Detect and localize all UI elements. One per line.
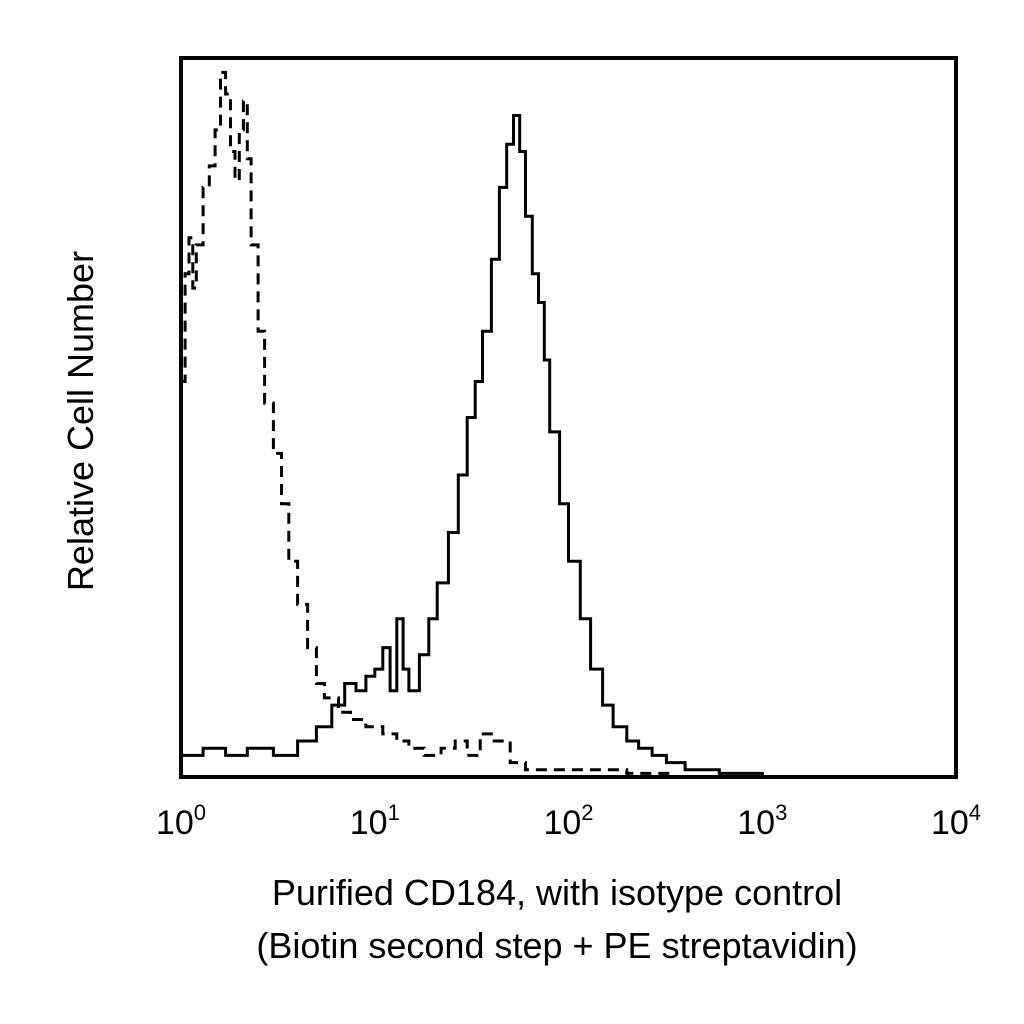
x-tick-base: 10	[156, 804, 194, 842]
x-tick-exponent: 0	[194, 800, 206, 825]
x-tick-exponent: 3	[775, 800, 787, 825]
x-axis-ticks: 100 101 102 103 104	[156, 800, 981, 842]
x-tick-label-0: 100	[156, 800, 206, 842]
cd184-histogram-line	[181, 114, 797, 779]
x-tick-base: 10	[931, 804, 969, 842]
x-tick-base: 10	[350, 804, 388, 842]
plot-area	[179, 56, 958, 779]
x-tick-label-1: 101	[350, 800, 400, 842]
x-tick-base: 10	[737, 804, 775, 842]
isotype-control-histogram-line	[181, 70, 704, 779]
plot-frame	[179, 56, 958, 779]
x-tick-exponent: 1	[388, 800, 400, 825]
x-axis-label-line-2: (Biotin second step + PE streptavidin)	[256, 925, 857, 966]
x-tick-base: 10	[543, 804, 581, 842]
x-tick-label-2: 102	[543, 800, 593, 842]
x-tick-label-4: 104	[931, 800, 981, 842]
y-axis-label: Relative Cell Number	[60, 251, 101, 591]
x-axis-label-line-1: Purified CD184, with isotype control	[272, 872, 842, 913]
x-tick-exponent: 2	[581, 800, 593, 825]
x-tick-label-3: 103	[737, 800, 787, 842]
x-tick-exponent: 4	[969, 800, 981, 825]
